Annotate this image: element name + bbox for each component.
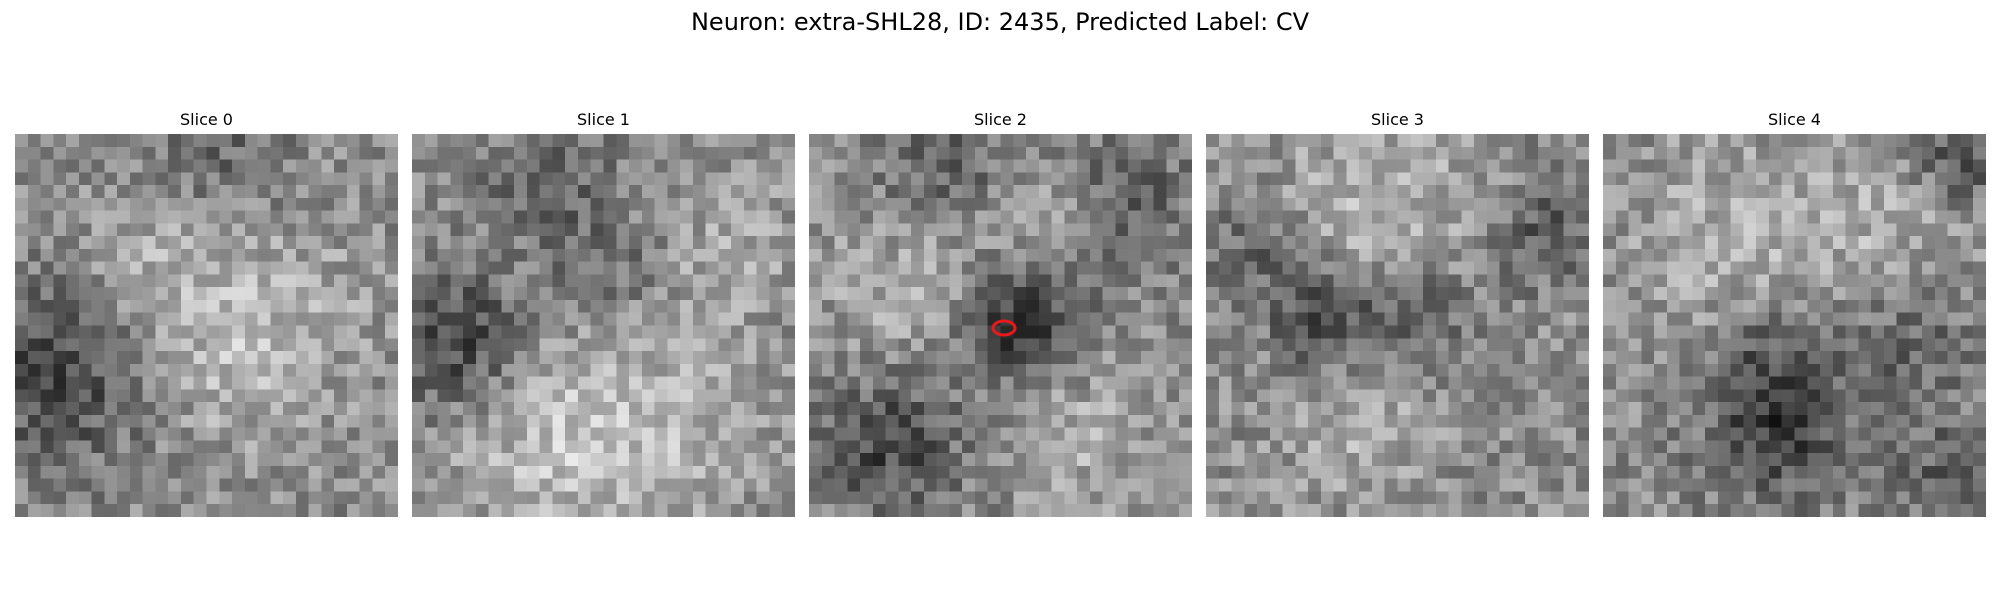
- slice-image-2: [809, 134, 1192, 517]
- slice-title-1: Slice 1: [577, 110, 630, 129]
- figure-title: Neuron: extra-SHL28, ID: 2435, Predicted…: [690, 8, 1310, 36]
- slice-title-2: Slice 2: [974, 110, 1027, 129]
- slice-image-3: [1206, 134, 1589, 517]
- slice-title-4: Slice 4: [1768, 110, 1821, 129]
- slice-image-4: [1603, 134, 1986, 517]
- slice-image-0: [15, 134, 398, 517]
- slice-title-3: Slice 3: [1371, 110, 1424, 129]
- slice-title-0: Slice 0: [180, 110, 233, 129]
- slice-image-1: [412, 134, 795, 517]
